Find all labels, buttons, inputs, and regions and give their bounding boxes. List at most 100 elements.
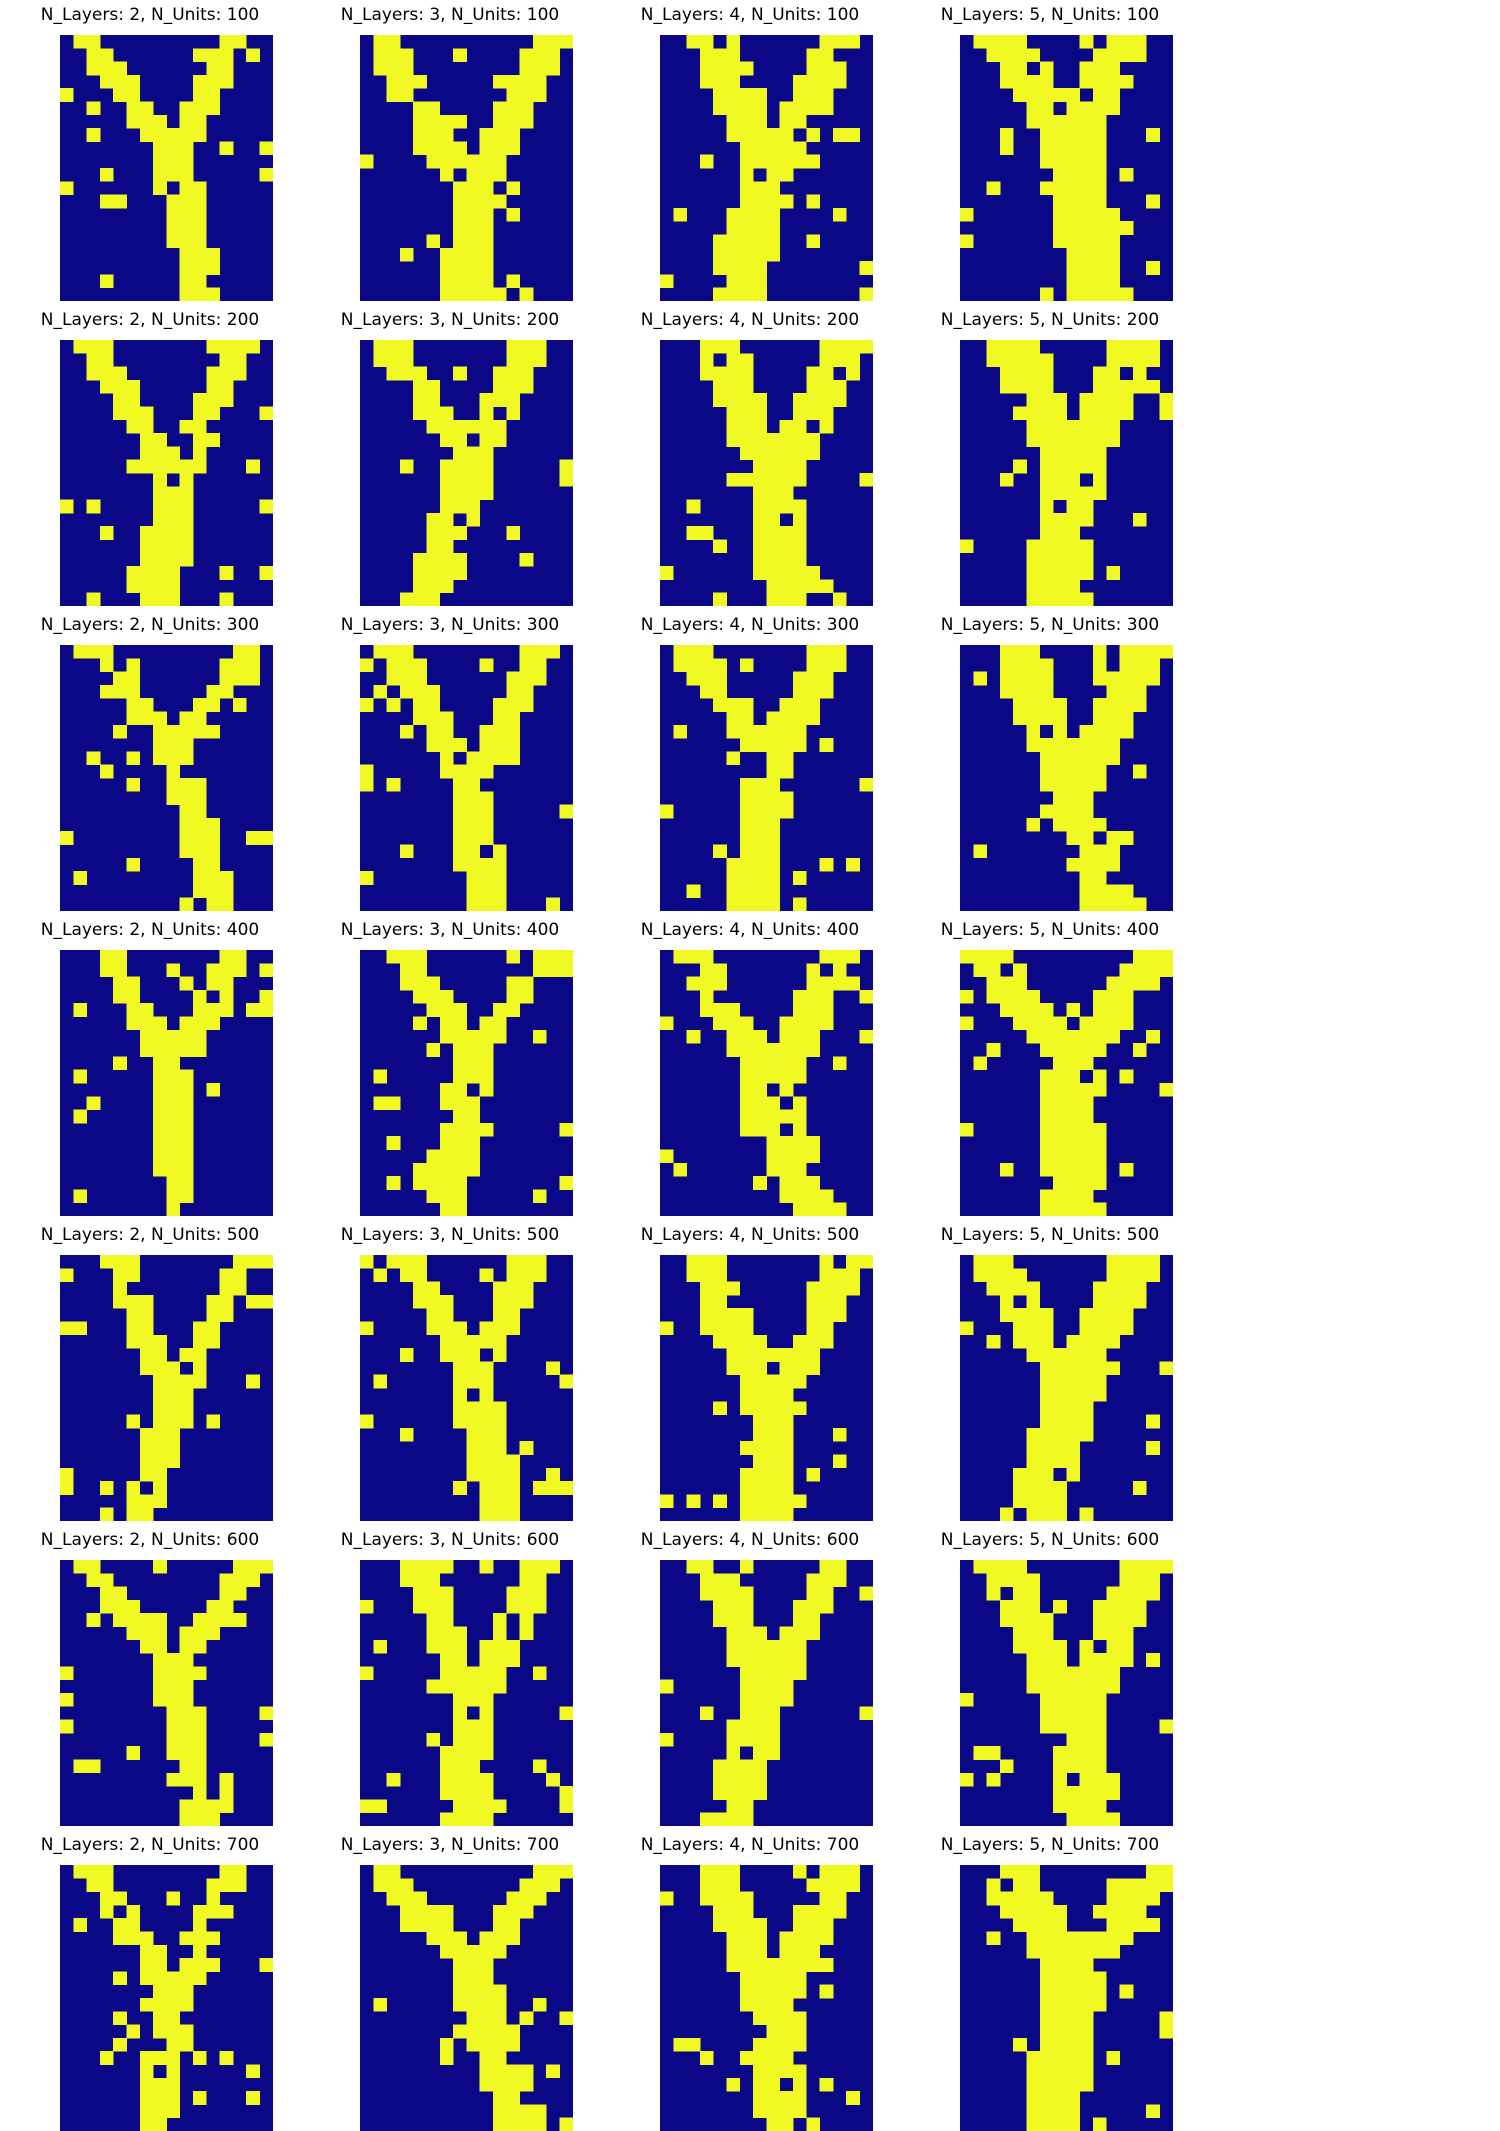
heatmap-cell [179,791,194,805]
heatmap-cell [806,645,820,659]
heatmap-cell [559,1865,573,1879]
heatmap-cell [1106,1904,1120,1919]
heatmap-cell [453,1401,467,1415]
heatmap-cell [832,592,847,606]
heatmap-cell [126,778,141,792]
heatmap-cell [753,2104,767,2119]
heatmap-cell [126,579,141,594]
heatmap-cell [766,181,781,195]
heatmap-cell [439,247,454,262]
heatmap-cell [1039,1029,1054,1044]
heatmap-cell [1146,1918,1160,1932]
heatmap-cell [739,1507,754,1521]
heatmap-cell [1066,101,1081,116]
heatmap-cell [726,1281,741,1296]
heatmap-cell [479,1467,494,1482]
heatmap-cell [179,778,194,792]
heatmap-cell [859,473,873,487]
heatmap-cell [113,1891,127,1906]
heatmap-cell [1026,1481,1041,1495]
heatmap-cell [206,48,220,62]
heatmap-cell [699,353,714,367]
heatmap-cell [519,698,534,712]
heatmap-cell [1066,1732,1081,1747]
heatmap-cell [453,221,467,235]
heatmap-cell [60,1268,74,1282]
heatmap-cell [806,88,820,102]
heatmap-cell [1066,566,1081,580]
heatmap-cell [1159,2024,1173,2039]
heatmap-plot [660,645,873,911]
heatmap-cell [453,247,467,262]
heatmap-cell [686,2037,701,2052]
heatmap-cell [60,1719,74,1734]
heatmap-cell [426,393,441,407]
heatmap-cell [739,1666,754,1681]
heatmap-cell [1026,1944,1041,1959]
heatmap-cell [246,658,260,672]
heatmap-cell [1053,433,1067,447]
heatmap-cell [193,724,207,739]
heatmap-cell [179,1971,194,1986]
heatmap-cell [713,1878,727,1892]
heatmap-cell [1146,1255,1160,1269]
heatmap-cell [753,1706,767,1720]
heatmap-cell [1093,1388,1107,1402]
heatmap-cell [699,1308,714,1322]
heatmap-cell [1146,963,1160,977]
heatmap-cell [113,379,127,394]
heatmap-cell [99,1878,114,1892]
heatmap-cell [819,1268,834,1282]
heatmap-plot [360,950,573,1216]
heatmap-cell [999,976,1014,991]
heatmap-cell [466,287,481,301]
heatmap-cell [1119,1613,1134,1627]
heatmap-cell [1079,141,1094,156]
heatmap-cell [739,738,754,752]
heatmap-cell [819,406,834,421]
heatmap-cell [126,1414,141,1429]
heatmap-cell [1053,1374,1067,1389]
heatmap-cell [153,1096,167,1110]
heatmap-cell [479,2037,494,2052]
heatmap-cell [1106,1878,1120,1892]
heatmap-cell [713,261,727,275]
heatmap-cell [779,446,794,461]
heatmap-cell [793,1016,807,1031]
heatmap-cell [86,1573,101,1587]
heatmap-cell [832,1865,847,1879]
heatmap-cell [179,1069,194,1084]
heatmap-cell [1132,1878,1147,1892]
heatmap-cell [793,2024,807,2039]
heatmap-cell [426,1162,441,1177]
heatmap-cell [506,2117,520,2131]
heatmap-cell [819,1599,834,1614]
heatmap-cell [793,1918,807,1932]
heatmap-cell [766,194,781,209]
heatmap-cell [1066,247,1081,262]
heatmap-cell [179,552,194,567]
heatmap-cell [1026,2051,1041,2065]
heatmap-cell [1053,1441,1067,1455]
heatmap-cell [466,459,481,474]
heatmap-cell [166,1029,181,1044]
heatmap-cell [1013,976,1027,991]
heatmap-cell [479,2011,494,2025]
heatmap-cell [793,539,807,554]
heatmap-cell [206,366,220,381]
heatmap-cell [753,512,767,527]
heatmap-cell [532,1998,547,2012]
heatmap-cell [439,1122,454,1137]
heatmap-cell [1039,1706,1054,1720]
heatmap-cell [60,181,74,195]
heatmap-cell [793,2077,807,2092]
heatmap-cell [439,738,454,752]
heatmap-cell [193,181,207,195]
heatmap-cell [793,1189,807,1204]
heatmap-cell [1079,1971,1094,1986]
heatmap-cell [193,1043,207,1057]
heatmap-cell [60,831,74,845]
heatmap-cell [1159,1865,1173,1879]
heatmap-cell [386,61,401,76]
heatmap-cell [1093,897,1107,911]
